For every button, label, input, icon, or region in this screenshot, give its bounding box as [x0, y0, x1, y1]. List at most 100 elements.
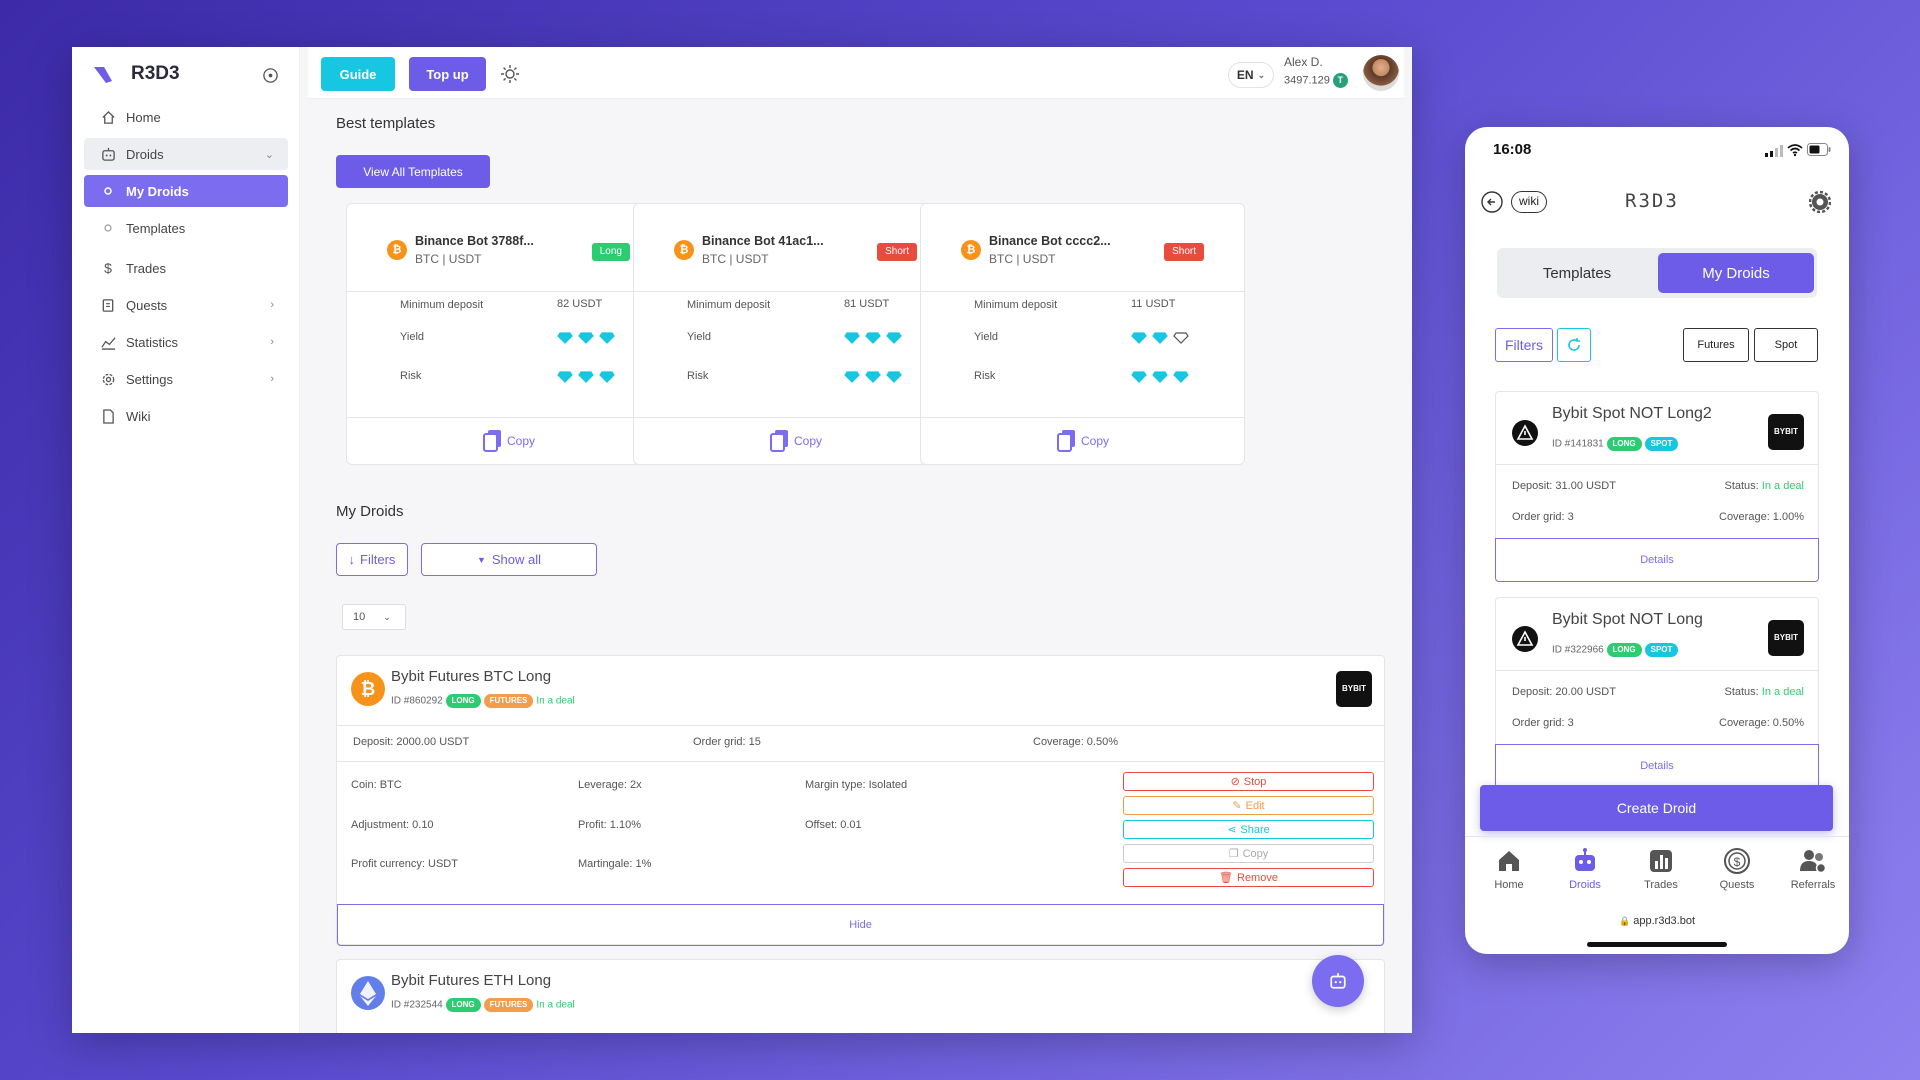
share-button[interactable]: ⋖ Share — [1123, 820, 1374, 839]
language-select[interactable]: EN ⌄ — [1228, 62, 1274, 88]
create-droid-button[interactable]: Create Droid — [1480, 785, 1833, 831]
sun-icon[interactable] — [498, 62, 522, 86]
diamond-filled-icon — [1131, 371, 1147, 383]
droid-card: Bybit Futures ETH Long ID #232544 LONG FU… — [336, 959, 1385, 1033]
diamond-filled-icon — [1131, 332, 1147, 344]
margin-type-field: Margin type: Isolated — [805, 779, 908, 791]
collapse-icon[interactable] — [262, 67, 279, 84]
wiki-button[interactable]: wiki — [1511, 191, 1547, 213]
back-icon[interactable] — [1481, 191, 1503, 213]
diamond-empty-icon — [1173, 332, 1189, 344]
tab-templates[interactable]: Templates — [1542, 264, 1612, 282]
droid-name: Bybit Spot NOT Long — [1552, 611, 1703, 628]
nav-referrals[interactable]: Referrals — [1775, 847, 1849, 891]
sidebar: R3D3 Home Droids ⌄ My Droids Templates $… — [72, 47, 300, 1033]
stop-icon: ⊘ — [1230, 776, 1240, 788]
details-button[interactable]: Details — [1495, 538, 1819, 582]
chevron-right-icon: › — [270, 299, 274, 311]
droid-id: ID #232544 — [391, 999, 443, 1011]
yield-label: Yield — [400, 331, 425, 343]
order-grid-field: Order grid: 15 — [693, 736, 761, 748]
sidebar-item-quests[interactable]: Quests › — [84, 289, 288, 321]
sidebar-item-statistics[interactable]: Statistics › — [84, 326, 288, 358]
segmented-control: Templates My Droids — [1497, 248, 1817, 298]
min-deposit-value: 81 USDT — [844, 298, 890, 310]
droid-meta: ID #141831 LONG SPOT — [1552, 437, 1681, 451]
template-card: ₿ Binance Bot cccc2... BTC | USDT Short … — [920, 203, 1245, 465]
sidebar-item-wiki[interactable]: Wiki — [84, 400, 288, 432]
avatar[interactable] — [1363, 55, 1399, 91]
show-all-button[interactable]: ▼ Show all — [421, 543, 597, 576]
divider — [921, 417, 1244, 418]
sidebar-item-label: Droids — [126, 146, 164, 162]
spot-chip[interactable]: Spot — [1754, 328, 1818, 362]
status-label: Status: — [1724, 480, 1759, 492]
nav-label: Home — [1494, 879, 1524, 891]
chart-icon — [100, 334, 116, 350]
sidebar-item-home[interactable]: Home — [84, 101, 288, 133]
remove-button[interactable]: 🗑 Remove — [1123, 868, 1374, 887]
copy-template-button[interactable]: Copy — [921, 429, 1244, 453]
risk-rating — [844, 371, 902, 383]
futures-badge: FUTURES — [483, 694, 534, 708]
copy-template-button[interactable]: Copy — [634, 429, 957, 453]
language-value: EN — [1236, 68, 1254, 82]
page-size-select[interactable]: 10 ⌄ — [342, 604, 406, 630]
edit-button[interactable]: ✎ Edit — [1123, 796, 1374, 815]
diamond-filled-icon — [886, 371, 902, 383]
copy-icon — [769, 430, 788, 452]
nav-label: Quests — [1719, 879, 1755, 891]
details-button[interactable]: Details — [1495, 744, 1819, 788]
chevron-right-icon: › — [270, 373, 274, 385]
spot-badge: SPOT — [1644, 437, 1679, 451]
trash-icon: 🗑 — [1219, 872, 1233, 884]
futures-chip[interactable]: Futures — [1683, 328, 1749, 362]
diamond-filled-icon — [865, 332, 881, 344]
nav-label: Trades — [1644, 879, 1678, 891]
nav-quests[interactable]: $ Quests — [1699, 847, 1775, 891]
view-all-templates-button[interactable]: View All Templates — [336, 155, 490, 188]
best-templates-title: Best templates — [336, 115, 436, 132]
top-up-button[interactable]: Top up — [409, 57, 486, 91]
hide-button[interactable]: Hide — [337, 904, 1384, 946]
stop-button[interactable]: ⊘ Stop — [1123, 772, 1374, 791]
droid-meta: ID #322966 LONG SPOT — [1552, 643, 1681, 657]
min-deposit-label: Minimum deposit — [687, 299, 771, 311]
long-badge: LONG — [1606, 643, 1642, 657]
side-badge: Short — [1164, 243, 1204, 261]
ethereum-icon — [351, 976, 385, 1010]
desktop-window: R3D3 Home Droids ⌄ My Droids Templates $… — [72, 47, 1412, 1033]
phone-frame: 16:08 wiki R3D3 Templates My Droids Filt… — [1465, 127, 1849, 954]
sidebar-item-droids[interactable]: Droids ⌄ — [84, 138, 288, 170]
nav-home[interactable]: Home — [1471, 847, 1547, 891]
quest-icon — [100, 297, 116, 313]
copy-button[interactable]: ❐ Copy — [1123, 844, 1374, 863]
guide-button[interactable]: Guide — [321, 57, 395, 91]
nav-trades[interactable]: Trades — [1623, 847, 1699, 891]
document-icon — [100, 408, 116, 424]
filters-button[interactable]: Filters — [1495, 328, 1553, 362]
copy-template-button[interactable]: Copy — [347, 429, 670, 453]
droid-meta: ID #232544 LONG FUTURES In a deal — [391, 998, 575, 1012]
offset-field: Offset: 0.01 — [805, 819, 862, 831]
droid-name: Bybit Futures ETH Long — [391, 972, 552, 989]
sidebar-item-settings[interactable]: Settings › — [84, 363, 288, 395]
yield-rating — [557, 332, 615, 344]
nav-droids[interactable]: Droids — [1547, 847, 1623, 891]
min-deposit-label: Minimum deposit — [974, 299, 1058, 311]
refresh-button[interactable] — [1557, 328, 1591, 362]
yield-rating — [1131, 332, 1189, 344]
sidebar-item-my-droids[interactable]: My Droids — [84, 175, 288, 207]
tab-my-droids[interactable]: My Droids — [1658, 253, 1814, 293]
sidebar-item-trades[interactable]: $ Trades — [84, 252, 288, 284]
long-badge: LONG — [1606, 437, 1642, 451]
dot-icon — [100, 183, 116, 199]
bot-chat-button[interactable] — [1312, 955, 1364, 1007]
sidebar-item-templates[interactable]: Templates — [84, 212, 288, 244]
copy-icon — [1056, 430, 1075, 452]
droid-id: ID #860292 — [391, 695, 443, 707]
gear-icon[interactable] — [1809, 191, 1831, 213]
home-icon — [1499, 851, 1519, 871]
filters-button[interactable]: ↓ Filters — [336, 543, 408, 576]
adjustment-field: Adjustment: 0.10 — [351, 819, 434, 831]
